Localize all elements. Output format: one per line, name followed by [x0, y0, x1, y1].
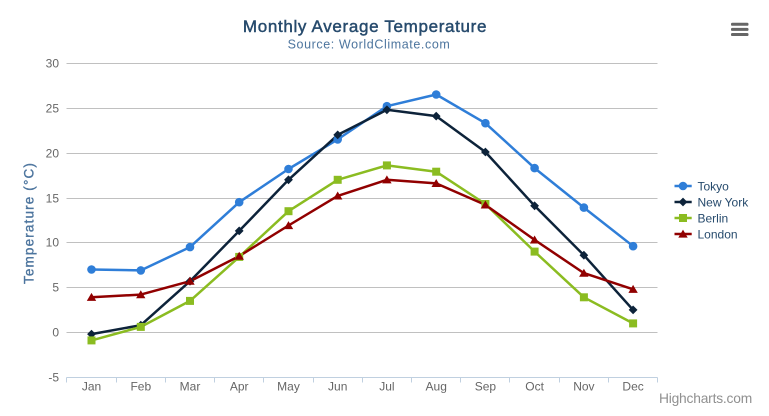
- svg-text:Oct: Oct: [525, 379, 544, 393]
- svg-text:10: 10: [46, 235, 60, 249]
- svg-text:Aug: Aug: [426, 379, 447, 393]
- svg-text:Tokyo: Tokyo: [698, 179, 730, 193]
- svg-text:Berlin: Berlin: [698, 211, 729, 225]
- svg-text:Source: WorldClimate.com: Source: WorldClimate.com: [288, 38, 451, 52]
- svg-text:Feb: Feb: [130, 379, 151, 393]
- svg-text:Highcharts.com: Highcharts.com: [659, 391, 752, 406]
- svg-text:0: 0: [52, 325, 59, 339]
- svg-text:Jul: Jul: [379, 379, 394, 393]
- svg-text:Jan: Jan: [82, 379, 101, 393]
- svg-text:Monthly Average Temperature: Monthly Average Temperature: [243, 17, 487, 36]
- svg-text:30: 30: [46, 56, 60, 70]
- svg-text:May: May: [277, 379, 300, 393]
- svg-text:-5: -5: [48, 370, 59, 384]
- svg-text:Sep: Sep: [475, 379, 497, 393]
- svg-text:Dec: Dec: [622, 379, 643, 393]
- svg-text:New York: New York: [698, 195, 750, 209]
- svg-text:London: London: [698, 227, 738, 241]
- svg-text:15: 15: [46, 191, 60, 205]
- svg-text:Temperature (°C): Temperature (°C): [22, 162, 37, 284]
- svg-text:5: 5: [52, 280, 59, 294]
- svg-text:Mar: Mar: [180, 379, 201, 393]
- svg-text:25: 25: [46, 101, 60, 115]
- svg-text:20: 20: [46, 146, 60, 160]
- svg-text:Apr: Apr: [230, 379, 249, 393]
- svg-text:Nov: Nov: [573, 379, 594, 393]
- svg-text:Jun: Jun: [328, 379, 347, 393]
